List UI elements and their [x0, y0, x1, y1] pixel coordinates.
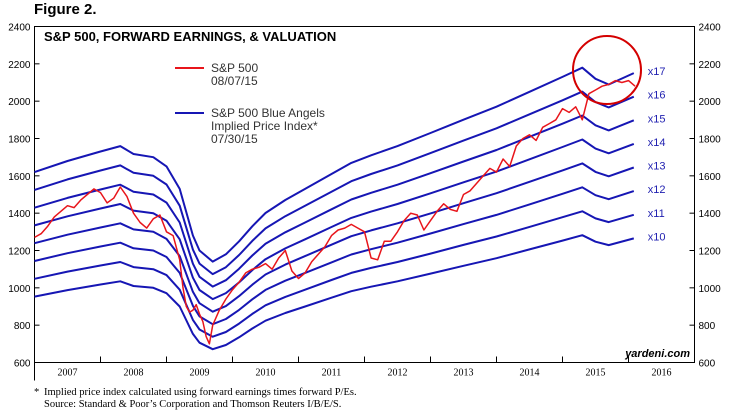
multiple-label-x10: x10: [648, 231, 666, 243]
x-tick-label: 2013: [454, 368, 474, 379]
y-tick-label-left: 2400: [8, 23, 31, 34]
multiple-label-x15: x15: [648, 113, 666, 125]
y-tick-label-right: 1400: [699, 209, 722, 220]
footnote-source-text: Source: Standard & Poor’s Corporation an…: [44, 399, 342, 410]
x-tick-label: 2010: [256, 368, 276, 379]
blue-angels-line-x17: [34, 66, 635, 263]
y-axis-left: 600 800 1000 1200 1400 1600 1800 2000 2200 2400: [8, 23, 31, 370]
blue-angels-line-x15: [34, 114, 635, 288]
legend-sub-blue-angels-2: 07/30/15: [211, 132, 258, 146]
y-tick-label-left: 1600: [8, 172, 31, 183]
y-axis-grid: [34, 26, 695, 363]
legend-sub-blue-angels-1: Implied Price Index*: [211, 119, 318, 133]
blue-angels-line-x16: [34, 90, 635, 276]
x-tick-label: 2015: [586, 368, 606, 379]
multiple-label-x13: x13: [648, 161, 666, 173]
legend-label-sp500: S&P 500: [211, 61, 258, 75]
footnote-note: * Implied price index calculated using fo…: [34, 387, 357, 399]
blue-angels-line-x14: [34, 138, 635, 301]
y-tick-label-left: 2000: [8, 97, 31, 108]
x-tick-label: 2014: [520, 368, 540, 379]
legend-label-blue-angels: S&P 500 Blue Angels: [211, 106, 325, 120]
multiple-label-x16: x16: [648, 90, 666, 102]
legend: S&P 500 08/07/15 S&P 500 Blue Angels Imp…: [175, 61, 325, 146]
y-tick-label-right: 1000: [699, 284, 722, 295]
multiple-label-x14: x14: [648, 137, 666, 149]
blue-angels-line-x12: [34, 186, 635, 326]
sp500-series: [34, 79, 636, 345]
y-tick-label-right: 2200: [699, 60, 722, 71]
blue-angels-line-x13: [34, 162, 635, 313]
blue-angels-line-x11: [34, 210, 635, 338]
blue-angels-line-x10: [34, 234, 635, 351]
x-tick-label: 2008: [124, 368, 144, 379]
y-tick-label-right: 1600: [699, 172, 722, 183]
y-tick-label-left: 1400: [8, 209, 31, 220]
y-tick-label-left: 1200: [8, 247, 31, 258]
y-tick-label-right: 1800: [699, 135, 722, 146]
footnote-source: Source: Standard & Poor’s Corporation an…: [34, 399, 357, 411]
footnote-note-text: Implied price index calculated using for…: [44, 387, 357, 398]
credit-text: yardeni.com: [624, 348, 690, 360]
x-axis: 2007 2008 2009 2010 2011 2012 2013 2014 2015 2016: [34, 356, 672, 381]
y-axis-right: 600 800 1000 1200 1400 1600 1800 2000 2200 2400: [699, 23, 722, 370]
y-tick-label-left: 2200: [8, 60, 31, 71]
x-tick-label: 2009: [190, 368, 210, 379]
chart: 600 800 1000 1200 1400 1600 1800 2000 2200 2400 6…: [8, 23, 722, 381]
multiple-labels: x10 x11 x12 x13 x14 x15 x16 x17: [648, 66, 666, 243]
x-tick-label: 2012: [388, 368, 408, 379]
x-tick-label: 2007: [58, 368, 78, 379]
legend-sub-sp500: 08/07/15: [211, 74, 258, 88]
x-tick-label: 2011: [322, 368, 342, 379]
x-tick-label: 2016: [652, 368, 672, 379]
figure-label: Figure 2.: [34, 1, 97, 18]
sp500-line: [34, 79, 636, 345]
footnote-mark: *: [34, 387, 40, 398]
multiple-label-x12: x12: [648, 184, 666, 196]
y-tick-label-right: 800: [699, 321, 716, 332]
highlight-circle: [572, 35, 642, 105]
y-tick-label-left: 800: [14, 321, 31, 332]
y-tick-label-right: 2400: [699, 23, 722, 34]
multiple-label-x11: x11: [648, 208, 665, 220]
chart-title: S&P 500, FORWARD EARNINGS, & VALUATION: [44, 29, 336, 44]
footnotes: * Implied price index calculated using fo…: [34, 387, 357, 411]
blue-angels-series: [34, 66, 635, 351]
y-tick-label-left: 1800: [8, 135, 31, 146]
y-tick-label-left: 1000: [8, 284, 31, 295]
y-tick-label-right: 1200: [699, 247, 722, 258]
y-tick-label-left: 600: [14, 359, 31, 370]
y-tick-label-right: 600: [699, 359, 716, 370]
multiple-label-x17: x17: [648, 66, 666, 78]
y-tick-label-right: 2000: [699, 97, 722, 108]
